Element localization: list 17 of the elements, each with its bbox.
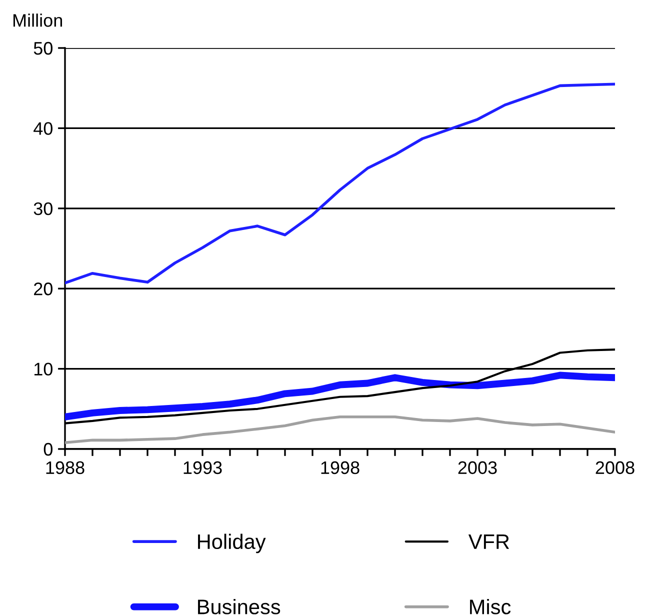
x-tick-label: 2008 — [596, 461, 634, 474]
legend-label: VFR — [468, 534, 510, 549]
line-series — [65, 416, 615, 444]
legend-label: Holiday — [198, 534, 266, 554]
y-tick-label: 40 — [34, 122, 52, 135]
x-tick-label: 1998 — [321, 461, 360, 474]
legend-label: Business — [198, 599, 280, 614]
y-tick-label: 20 — [34, 282, 52, 296]
y-tick-label: 30 — [34, 202, 52, 216]
x-tick-label: 1988 — [46, 461, 84, 474]
legend-label: Misc — [470, 599, 511, 614]
y-tick-label: 0 — [44, 442, 52, 456]
y-tick-label: 50 — [34, 42, 52, 55]
x-tick-label: 1993 — [184, 461, 222, 474]
y-axis-title: Million — [13, 14, 62, 27]
x-tick-label: 2003 — [458, 461, 497, 474]
y-tick-label: 10 — [34, 362, 52, 376]
